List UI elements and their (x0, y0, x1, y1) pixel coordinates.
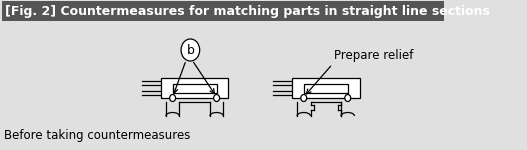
Circle shape (213, 94, 220, 102)
Text: b: b (187, 44, 194, 57)
Circle shape (345, 94, 350, 102)
Bar (2, 1, 444, 21)
Bar (161, 78, 228, 98)
Bar (173, 84, 217, 93)
Text: Before taking countermeasures: Before taking countermeasures (4, 129, 191, 142)
Circle shape (170, 94, 175, 102)
Text: Prepare relief: Prepare relief (334, 50, 414, 63)
Text: [Fig. 2] Countermeasures for matching parts in straight line sections: [Fig. 2] Countermeasures for matching pa… (5, 4, 490, 18)
Bar (304, 84, 348, 93)
Bar (292, 78, 359, 98)
Circle shape (301, 94, 307, 102)
Circle shape (181, 39, 200, 61)
